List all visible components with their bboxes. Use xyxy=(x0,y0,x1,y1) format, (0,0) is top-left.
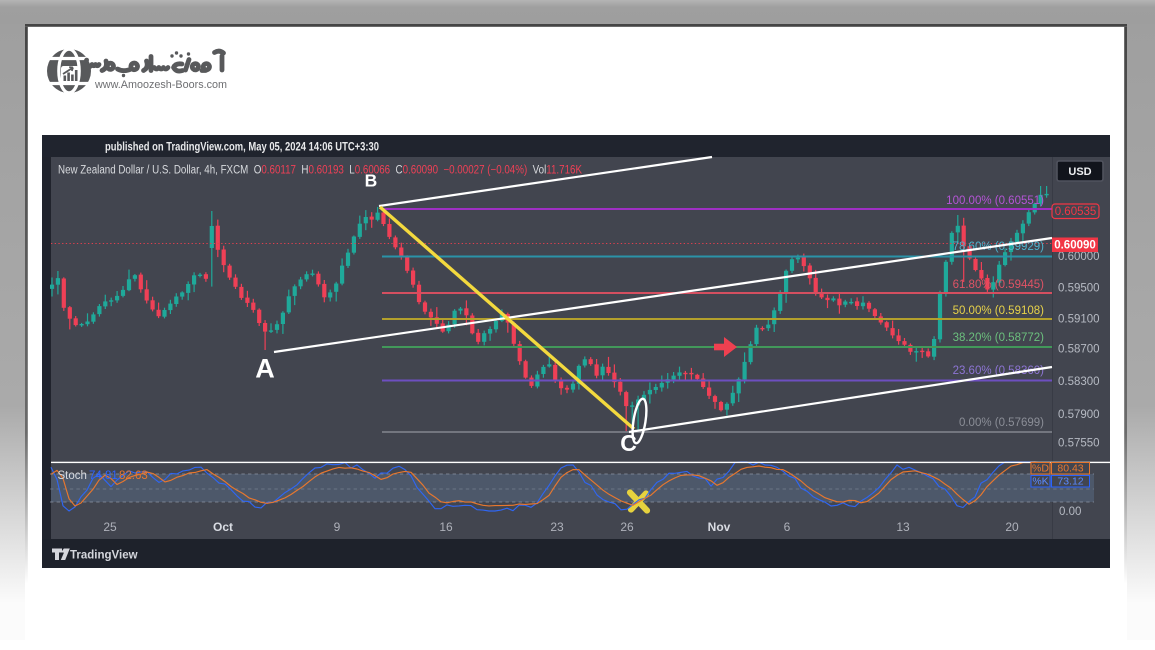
svg-text:50.00% (0.59108): 50.00% (0.59108) xyxy=(953,305,1045,317)
svg-text:26: 26 xyxy=(620,520,634,534)
svg-text:16: 16 xyxy=(439,520,453,534)
svg-text:73.12: 73.12 xyxy=(1057,476,1083,488)
svg-text:23.60% (0.58360): 23.60% (0.58360) xyxy=(953,365,1045,377)
svg-text:0.00% (0.57699): 0.00% (0.57699) xyxy=(959,417,1044,429)
svg-text:B: B xyxy=(365,171,378,191)
svg-text:0.59100: 0.59100 xyxy=(1058,314,1100,326)
svg-text:Oct: Oct xyxy=(213,520,233,534)
svg-text:%K: %K xyxy=(1032,476,1048,488)
svg-text:13: 13 xyxy=(896,520,910,534)
svg-text:9: 9 xyxy=(334,520,341,534)
svg-text:0.60090: 0.60090 xyxy=(1054,240,1096,252)
svg-text:www.Amoozesh-Boors.com: www.Amoozesh-Boors.com xyxy=(94,79,227,91)
svg-text:New Zealand Dollar / U.S. Doll: New Zealand Dollar / U.S. Dollar, 4h, FX… xyxy=(58,165,582,177)
svg-text:23: 23 xyxy=(550,520,564,534)
svg-text:0.60000: 0.60000 xyxy=(1058,251,1100,263)
svg-text:A: A xyxy=(255,354,275,384)
svg-text:TradingView: TradingView xyxy=(70,550,138,562)
svg-text:82.63: 82.63 xyxy=(119,470,148,482)
svg-text:0.58300: 0.58300 xyxy=(1058,376,1100,388)
svg-text:USD: USD xyxy=(1068,166,1091,178)
svg-text:61.80% (0.59445): 61.80% (0.59445) xyxy=(953,279,1045,291)
svg-text:%D: %D xyxy=(1032,463,1049,475)
svg-text:0.60535: 0.60535 xyxy=(1055,206,1097,218)
svg-text:Stoch: Stoch xyxy=(58,470,87,482)
svg-text:0.59500: 0.59500 xyxy=(1058,283,1100,295)
svg-text:38.20% (0.58772): 38.20% (0.58772) xyxy=(953,332,1045,344)
svg-text:6: 6 xyxy=(784,520,791,534)
svg-text:C: C xyxy=(620,430,637,456)
svg-text:25: 25 xyxy=(103,520,117,534)
svg-text:Nov: Nov xyxy=(708,520,731,534)
svg-text:published on TradingView.com,: published on TradingView.com, May 05, 20… xyxy=(105,142,379,154)
svg-text:100.00% (0.60551): 100.00% (0.60551) xyxy=(946,195,1044,207)
svg-text:80.43: 80.43 xyxy=(1057,463,1083,475)
svg-text:0.57550: 0.57550 xyxy=(1058,438,1100,450)
svg-text:20: 20 xyxy=(1005,520,1019,534)
svg-text:0.58700: 0.58700 xyxy=(1058,344,1100,356)
svg-text:74.81: 74.81 xyxy=(89,470,118,482)
svg-text:0.57900: 0.57900 xyxy=(1058,409,1100,421)
svg-text:0.00: 0.00 xyxy=(1059,506,1081,518)
